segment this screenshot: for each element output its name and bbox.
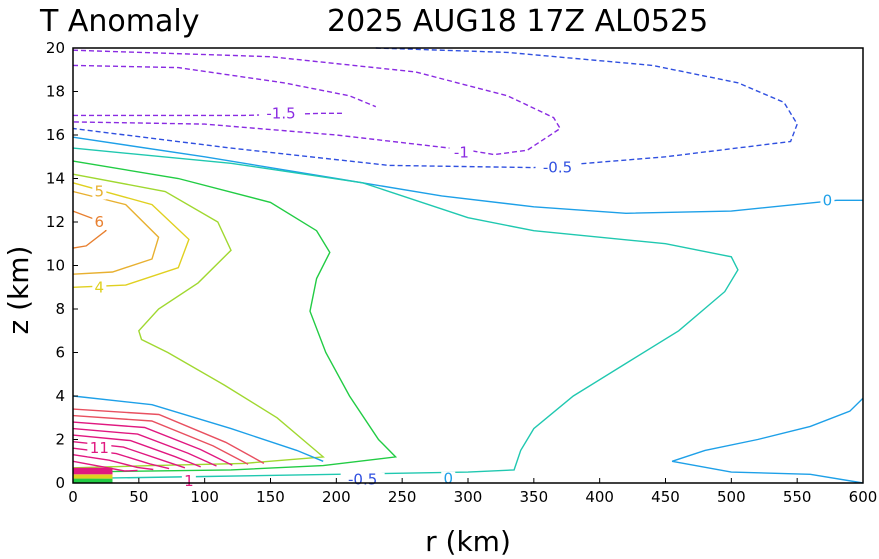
y-tick-label-8: 16: [46, 126, 65, 144]
contour-label-5: 6: [95, 213, 105, 231]
surface-band-1: [73, 474, 113, 479]
x-tick-label-11: 550: [783, 488, 812, 506]
contour-label-bg-0: [259, 106, 304, 122]
x-tick-label-3: 150: [256, 488, 285, 506]
y-tick-label-7: 14: [46, 170, 65, 188]
y-axis-label: z (km): [2, 246, 35, 335]
x-axis-label: r (km): [425, 525, 511, 558]
contour-line-9: [72, 190, 160, 275]
chart-title-right: 2025 AUG18 17Z AL0525: [327, 4, 708, 39]
y-tick-label-0: 0: [55, 474, 65, 492]
contour-line-4: [72, 136, 863, 215]
contour-line-5: [72, 147, 739, 480]
warm-core-contour-9: [72, 421, 233, 466]
surface-band-2: [73, 467, 113, 475]
x-tick-label-12: 600: [849, 488, 878, 506]
y-tick-label-9: 18: [46, 83, 65, 101]
contour-label-10: 0: [443, 470, 453, 488]
y-tick-label-3: 6: [55, 344, 65, 362]
contour-line-11: [671, 397, 864, 484]
y-tick-label-5: 10: [46, 257, 65, 275]
chart-title-left: T Anomaly: [39, 4, 199, 39]
contour-label-bg-6: [92, 280, 107, 296]
contour-label-bg-8: [181, 473, 196, 489]
warm-core-contour-10: [72, 427, 217, 467]
contour-label-bg-5: [92, 215, 107, 230]
contour-label-bg-9: [340, 472, 385, 488]
warm-core-contour-14: [72, 454, 154, 471]
x-tick-label-7: 350: [520, 488, 549, 506]
contour-label-9: -0.5: [348, 471, 377, 489]
contour-label-8: 1: [184, 472, 194, 490]
x-tick-label-6: 300: [454, 488, 483, 506]
x-tick-label-2: 100: [190, 488, 219, 506]
contour-line-6: [72, 160, 398, 473]
y-tick-label-2: 4: [55, 387, 65, 405]
warm-core-contour-8: [72, 414, 249, 465]
contour-line-3: [72, 47, 798, 169]
contour-label-6: 4: [95, 278, 105, 296]
contour-label-bg-1: [449, 145, 474, 161]
contour-label-bg-7: [87, 441, 112, 457]
contour-label-7: 11: [90, 439, 109, 457]
x-tick-label-10: 500: [717, 488, 746, 506]
x-axis-ticks: 0 50 100 150 200 250 300 350 400 450 500 550 600: [68, 478, 877, 506]
x-tick-label-5: 250: [388, 488, 417, 506]
contour-label-0: -1.5: [266, 104, 295, 122]
contour-line-8: [72, 182, 190, 288]
contour-line-7: [72, 173, 325, 469]
warm-core-contour-7: [72, 408, 265, 465]
warm-core-contours: [72, 408, 265, 483]
contour-label-2: -0.5: [543, 159, 572, 177]
y-axis-ticks: 0 2 4 6 8 10 12 14 16 18 20: [46, 39, 78, 492]
contour-label-4: 5: [95, 183, 105, 201]
contour-label-bg-4: [92, 184, 107, 200]
y-tick-label-6: 12: [46, 213, 65, 231]
x-tick-label-9: 450: [651, 488, 680, 506]
x-tick-label-8: 400: [585, 488, 614, 506]
contour-line-1: [72, 49, 562, 156]
contour-label-3: 0: [823, 191, 833, 209]
surface-band-0: [73, 478, 113, 483]
y-tick-label-4: 8: [55, 300, 65, 318]
contour-layer: [72, 47, 864, 484]
x-tick-label-0: 0: [68, 488, 78, 506]
y-tick-label-1: 2: [55, 431, 65, 449]
contour-label-1: -1: [454, 143, 469, 161]
x-tick-label-1: 50: [129, 488, 148, 506]
contour-label-bg-3: [820, 193, 835, 209]
contour-label-bg-2: [535, 160, 580, 176]
warm-core-contour-15: [72, 460, 138, 472]
plot-frame: [72, 47, 864, 484]
y-tick-label-10: 20: [46, 39, 65, 57]
warm-core-contour-11: [72, 434, 201, 468]
x-tick-label-4: 200: [322, 488, 351, 506]
contour-line-2: [72, 64, 377, 108]
contour-line-12: [72, 395, 324, 462]
